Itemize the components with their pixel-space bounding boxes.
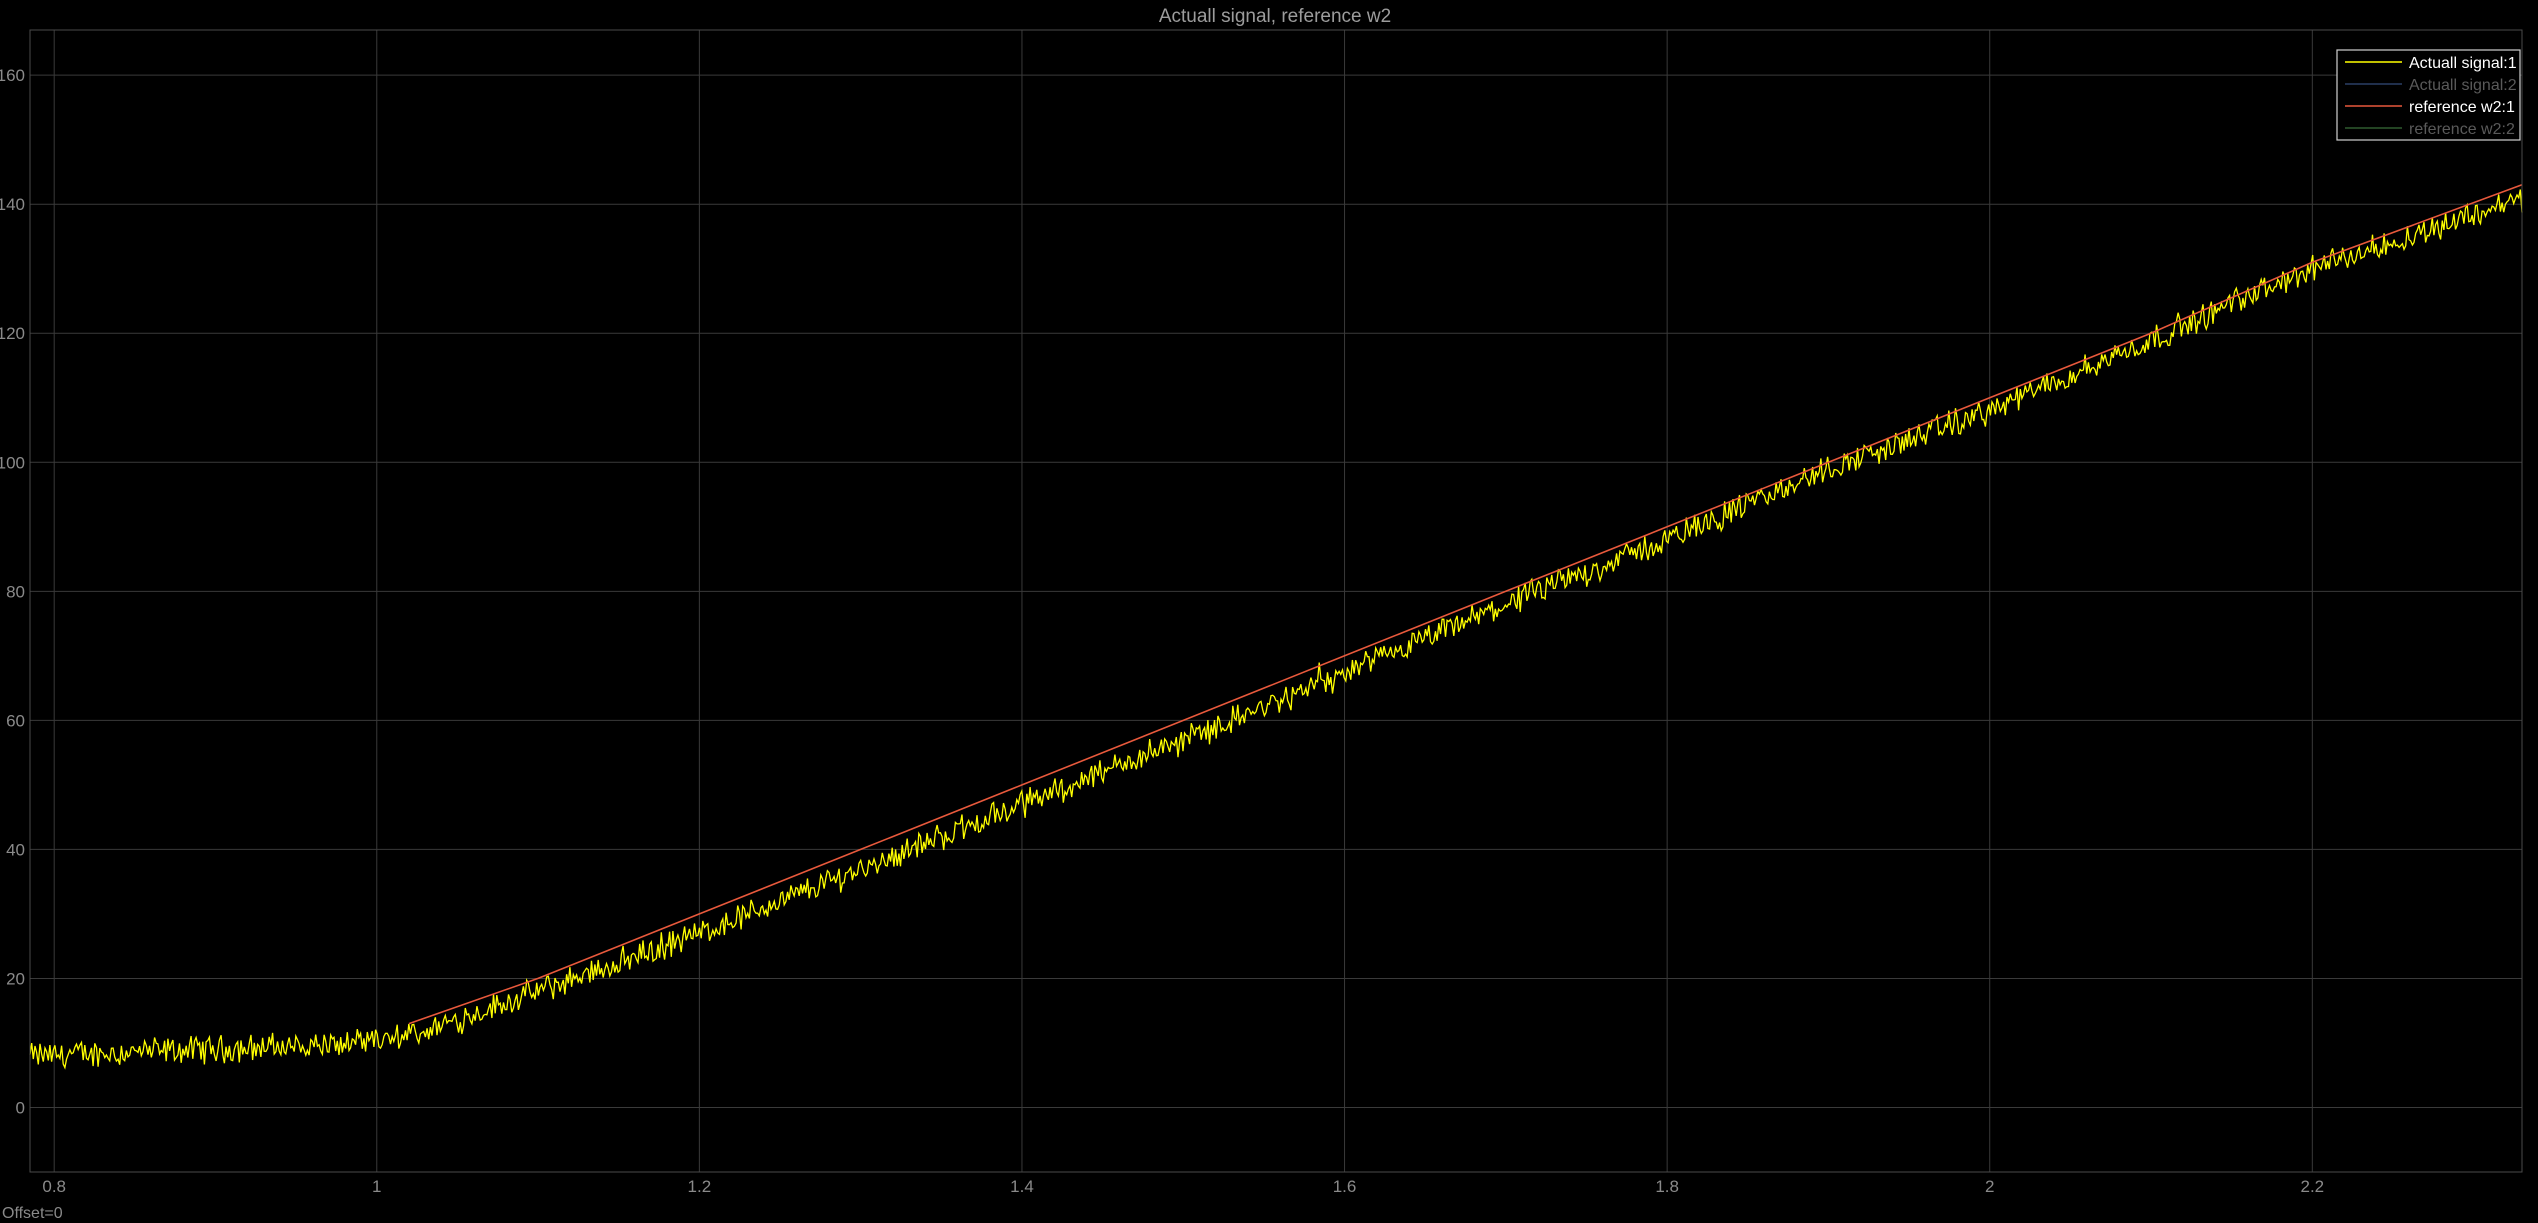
series-actual-signal-1	[29, 189, 2523, 1070]
y-tick-label: 160	[0, 66, 25, 85]
y-tick-label: 20	[6, 969, 25, 988]
series-layer	[29, 184, 2523, 1070]
legend-label: reference w2:2	[2409, 121, 2515, 138]
legend-entry[interactable]: reference w2:2	[2345, 121, 2515, 138]
x-tick-label: 1.4	[1010, 1177, 1034, 1196]
y-axis-ticks: 0 20 40 60 80 100 120 140 160	[0, 66, 25, 1117]
y-tick-label: 40	[6, 840, 25, 859]
y-tick-label: 100	[0, 453, 25, 472]
legend-label: Actuall signal:2	[2409, 77, 2517, 94]
y-tick-label: 60	[6, 711, 25, 730]
legend-box	[2336, 49, 2521, 141]
legend[interactable]: Actuall signal:1 Actuall signal:2 referenc…	[2336, 49, 2521, 141]
plot-area[interactable]	[29, 29, 2523, 1173]
x-tick-label: 0.8	[42, 1177, 66, 1196]
y-tick-label: 0	[16, 1098, 25, 1117]
x-tick-label: 1.8	[1655, 1177, 1679, 1196]
x-tick-label: 2	[1985, 1177, 1994, 1196]
x-tick-label: 1.2	[688, 1177, 712, 1196]
x-gridlines	[53, 30, 2313, 1172]
legend-entry[interactable]: Actuall signal:2	[2345, 77, 2517, 94]
y-tick-label: 140	[0, 195, 25, 214]
x-tick-label: 1.6	[1333, 1177, 1357, 1196]
y-tick-label: 120	[0, 324, 25, 343]
legend-label: reference w2:1	[2409, 99, 2515, 116]
y-tick-label: 80	[6, 582, 25, 601]
legend-entry[interactable]: Actuall signal:1	[2345, 55, 2517, 72]
x-axis-ticks: 0.8 1 1.2 1.4 1.6 1.8 2 2.2	[42, 1177, 2324, 1196]
x-tick-label: 2.2	[2300, 1177, 2324, 1196]
axes-background	[30, 30, 2522, 1172]
legend-entry[interactable]: reference w2:1	[2345, 99, 2515, 116]
y-gridlines	[30, 74, 2522, 1108]
axes-border	[29, 29, 2523, 1173]
offset-label: Offset=0	[2, 1205, 63, 1222]
chart-title: Actuall signal, reference w2	[1159, 6, 1391, 27]
series-reference-w2-1	[408, 184, 2523, 1025]
legend-label: Actuall signal:1	[2409, 55, 2517, 72]
x-tick-label: 1	[372, 1177, 381, 1196]
